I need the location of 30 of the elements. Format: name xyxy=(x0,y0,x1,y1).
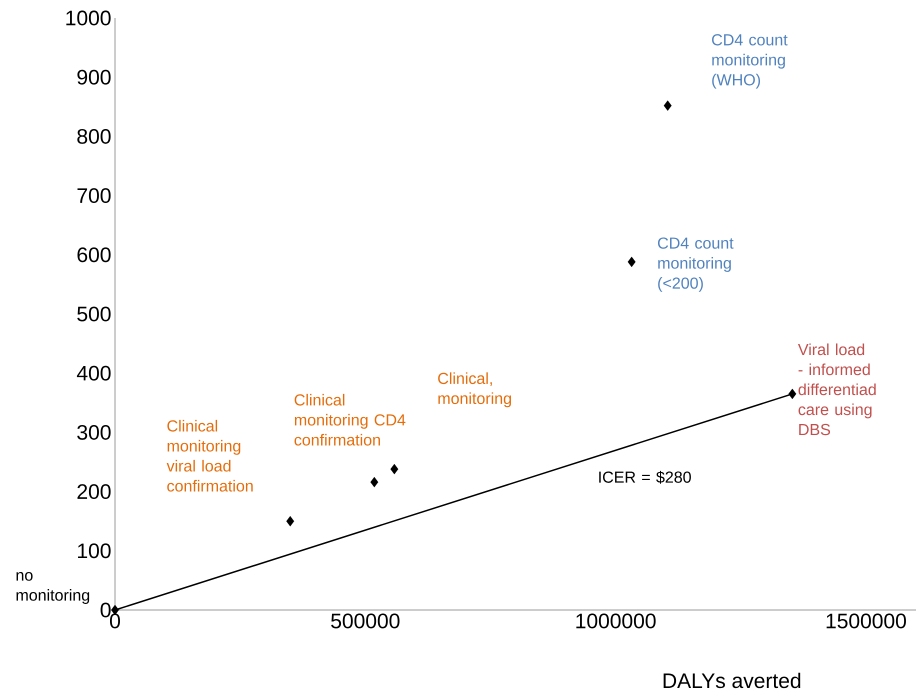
point xyxy=(370,476,378,488)
y-tick-label: 600 xyxy=(78,247,111,262)
y-tick-label: 900 xyxy=(77,70,111,85)
point xyxy=(788,388,796,400)
y-tick-label: 500 xyxy=(77,306,111,322)
annotation: Viral load - informed differentiad care using DBS xyxy=(798,343,876,436)
point xyxy=(286,516,294,526)
x-tick-label: 1000000 xyxy=(576,614,656,628)
y-tick-label: 400 xyxy=(76,366,111,381)
y-tick-label: 700 xyxy=(78,188,111,204)
annotation: Clinical, monitoring xyxy=(438,372,511,408)
annotation: ICER = $280 xyxy=(599,470,691,484)
annotation: CD4 count monitoring (<200) xyxy=(658,237,734,292)
y-tick-label: 0 xyxy=(100,602,111,618)
annotation: no monitoring xyxy=(16,572,90,604)
point xyxy=(664,100,672,111)
annotation: CD4 count monitoring (WHO) xyxy=(712,34,788,89)
y-tick-label: 100 xyxy=(78,543,111,558)
x-axis-title: DALYs averted xyxy=(664,672,800,688)
y-tick-label: 200 xyxy=(77,484,111,500)
y-tick-label: 300 xyxy=(77,424,111,440)
y-tick-label: 1000 xyxy=(66,10,111,26)
point xyxy=(390,464,398,474)
x-tick-label: 1500000 xyxy=(826,614,906,628)
x-tick-label: 500000 xyxy=(331,614,400,628)
annotation: Clinical monitoring viral load confirmation xyxy=(166,420,253,492)
point xyxy=(628,256,636,268)
annotation: Clinical monitoring CD4 confirmation xyxy=(294,394,406,446)
y-tick-label: 800 xyxy=(77,128,111,144)
x-tick-label: 0 xyxy=(110,614,120,628)
